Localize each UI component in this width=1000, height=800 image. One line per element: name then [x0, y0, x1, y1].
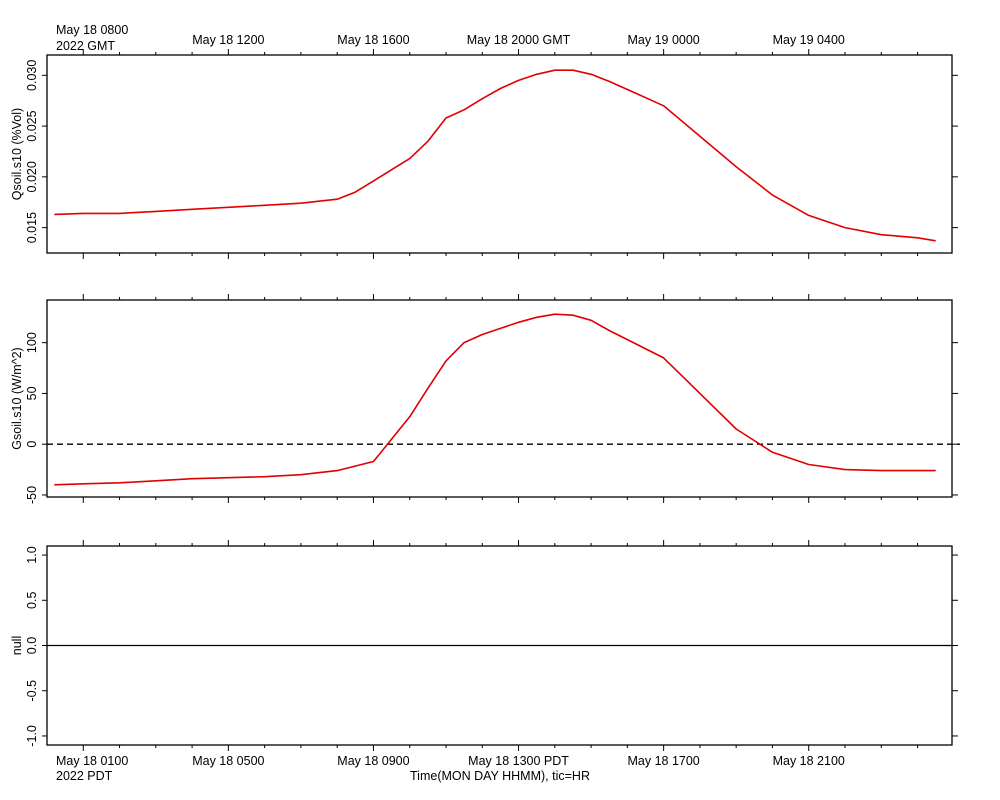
y-tick-label: -1.0 — [25, 725, 39, 747]
top-axis-first-sublabel: 2022 GMT — [56, 39, 115, 53]
y-axis-label: Gsoil.s10 (W/m^2) — [10, 347, 24, 449]
plot-frame — [46, 54, 953, 254]
y-axis-label: null — [10, 636, 24, 655]
panel-qsoil: 0.015 0.020 0.025 0.030 Qsoil.s10 (%Vol) — [10, 49, 958, 259]
top-axis-label: May 18 1200 — [192, 33, 264, 47]
bottom-axis-label: May 18 1700 — [627, 754, 699, 768]
bottom-axis-label: May 18 0500 — [192, 754, 264, 768]
plot-frame — [46, 299, 953, 498]
top-axis-label: May 19 0000 — [627, 33, 699, 47]
y-axis-label: Qsoil.s10 (%Vol) — [10, 108, 24, 200]
y-tick-label: 0.015 — [25, 212, 39, 243]
y-tick-label: -0.5 — [25, 680, 39, 702]
bottom-time-axis: May 18 0100 2022 PDT Time(MON DAY HHMM),… — [56, 754, 845, 783]
y-tick-label: 0.020 — [25, 161, 39, 192]
y-tick-label: 0.5 — [25, 592, 39, 609]
top-axis-label: May 19 0400 — [773, 33, 845, 47]
top-axis-label: May 18 2000 GMT — [467, 33, 571, 47]
bottom-axis-first-sublabel: 2022 PDT — [56, 769, 113, 783]
bottom-axis-label: May 18 2100 — [773, 754, 845, 768]
y-tick-label: 0.025 — [25, 110, 39, 141]
y-tick-label: 0.0 — [25, 637, 39, 654]
top-axis-first-label: May 18 0800 — [56, 23, 128, 37]
series-line — [54, 313, 936, 486]
y-tick-label: 1.0 — [25, 546, 39, 563]
series-line — [54, 69, 936, 242]
bottom-axis-label: May 18 0900 — [337, 754, 409, 768]
top-time-axis: May 18 0800 2022 GMT May 18 1200 May 18 1… — [56, 23, 845, 53]
y-tick-label: 0 — [25, 441, 39, 448]
y-tick-label: 100 — [25, 332, 39, 353]
y-tick-label: 0.030 — [25, 60, 39, 91]
panel-null: -1.0 -0.5 0.0 0.5 1.0 null — [10, 540, 958, 751]
bottom-axis-label: May 18 1300 PDT — [468, 754, 569, 768]
y-tick-label: -50 — [25, 486, 39, 504]
bottom-axis-title: Time(MON DAY HHMM), tic=HR — [410, 769, 590, 783]
top-axis-label: May 18 1600 — [337, 33, 409, 47]
bottom-axis-first-label: May 18 0100 — [56, 754, 128, 768]
y-tick-label: 50 — [25, 386, 39, 400]
